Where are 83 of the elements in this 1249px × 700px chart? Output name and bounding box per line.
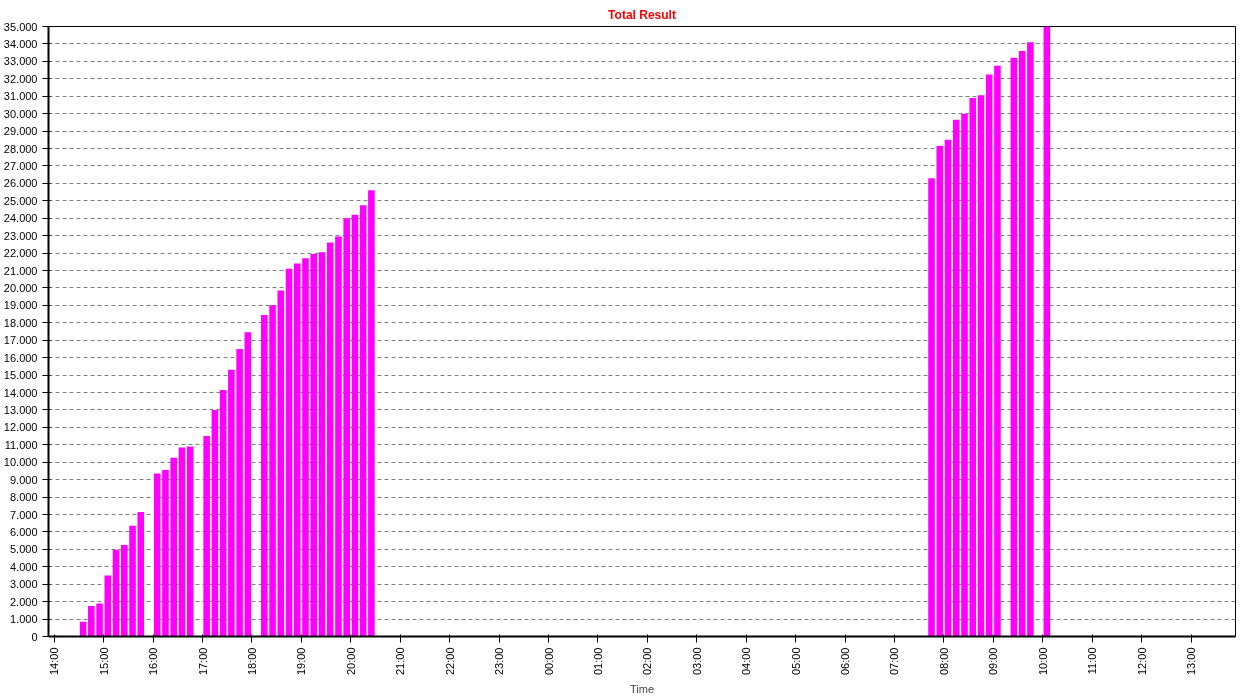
x-tick-label: 05:00 <box>789 647 802 676</box>
y-tick-label: 19.000 <box>3 299 38 312</box>
x-tick-label: 14:00 <box>48 647 61 676</box>
y-tick-label: 12.000 <box>3 421 38 434</box>
x-tick-label: 04:00 <box>740 647 753 676</box>
bar <box>977 95 985 637</box>
bar <box>944 139 952 637</box>
y-tick-label: 13.000 <box>3 403 38 416</box>
y-tick-label: 5.000 <box>9 543 38 556</box>
y-tick-label: 9.000 <box>9 473 38 486</box>
x-tick-label: 17:00 <box>196 647 209 676</box>
y-tick-label: 31.000 <box>3 90 38 103</box>
bar <box>985 74 993 637</box>
y-tick-label: 18.000 <box>3 316 38 329</box>
y-tick-label: 24.000 <box>3 212 38 225</box>
y-tick-label: 29.000 <box>3 125 38 138</box>
x-tick-label: 01:00 <box>591 647 604 676</box>
bar <box>112 549 120 637</box>
bar <box>1027 42 1034 637</box>
y-tick-label: 7.000 <box>9 508 38 521</box>
bar <box>351 214 359 637</box>
x-tick-label: 12:00 <box>1135 647 1148 676</box>
y-tick-label: 21.000 <box>3 264 38 277</box>
y-tick-label: 33.000 <box>3 55 38 68</box>
x-tick-label: 22:00 <box>443 647 456 676</box>
y-tick-label: 35.000 <box>3 20 38 33</box>
y-tick-label: 16.000 <box>3 351 38 364</box>
bar <box>318 252 326 637</box>
bar <box>1010 57 1018 637</box>
y-tick-label: 1.000 <box>9 613 38 626</box>
x-tick-label: 19:00 <box>295 647 308 676</box>
y-tick-label: 10.000 <box>3 456 38 469</box>
x-tick-label: 21:00 <box>394 647 407 676</box>
bar <box>203 436 210 637</box>
y-tick-label: 30.000 <box>3 107 38 120</box>
bar <box>178 447 186 637</box>
bar <box>994 65 1001 637</box>
x-axis-title: Time <box>629 683 655 696</box>
bar <box>211 409 219 637</box>
bar <box>368 190 375 637</box>
y-tick-label: 3.000 <box>9 578 38 591</box>
y-tick-label: 6.000 <box>9 525 38 538</box>
chart-title: Total Result <box>608 7 676 22</box>
x-tick-label: 16:00 <box>147 647 160 676</box>
y-tick-label: 0 <box>31 630 38 643</box>
y-tick-label: 17.000 <box>3 334 38 347</box>
y-tick-label: 25.000 <box>3 194 38 207</box>
y-tick-label: 27.000 <box>3 159 38 172</box>
x-tick-label: 07:00 <box>888 647 901 676</box>
x-tick-label: 00:00 <box>542 647 555 676</box>
y-tick-label: 8.000 <box>9 491 38 504</box>
y-tick-label: 32.000 <box>3 72 38 85</box>
x-tick-label: 18:00 <box>245 647 258 676</box>
y-tick-label: 15.000 <box>3 369 38 382</box>
bar <box>244 332 252 637</box>
x-tick-label: 02:00 <box>641 647 654 676</box>
y-tick-label: 28.000 <box>3 142 38 155</box>
bar <box>186 446 194 637</box>
x-tick-label: 10:00 <box>1036 647 1049 676</box>
bar <box>1043 26 1051 637</box>
x-tick-label: 13:00 <box>1185 647 1198 676</box>
y-tick-label: 11.000 <box>4 438 38 451</box>
bar <box>285 268 293 637</box>
y-tick-label: 26.000 <box>3 177 38 190</box>
y-tick-label: 2.000 <box>9 595 38 608</box>
y-tick-label: 4.000 <box>9 560 38 573</box>
y-tick-label: 22.000 <box>3 247 38 260</box>
y-tick-label: 34.000 <box>3 37 38 50</box>
x-tick-label: 06:00 <box>839 647 852 676</box>
x-tick-label: 03:00 <box>690 647 703 676</box>
y-tick-label: 23.000 <box>3 229 38 242</box>
x-tick-label: 11:00 <box>1086 647 1099 675</box>
bar <box>104 575 112 637</box>
x-tick-label: 09:00 <box>987 647 1000 676</box>
bar <box>359 205 367 637</box>
x-tick-label: 23:00 <box>493 647 506 676</box>
bar <box>1018 50 1026 637</box>
y-tick-label: 14.000 <box>3 386 38 399</box>
x-tick-label: 15:00 <box>97 647 110 676</box>
bar <box>219 389 227 637</box>
x-tick-label: 20:00 <box>344 647 357 676</box>
y-tick-label: 20.000 <box>3 281 38 294</box>
x-tick-label: 08:00 <box>937 647 950 676</box>
